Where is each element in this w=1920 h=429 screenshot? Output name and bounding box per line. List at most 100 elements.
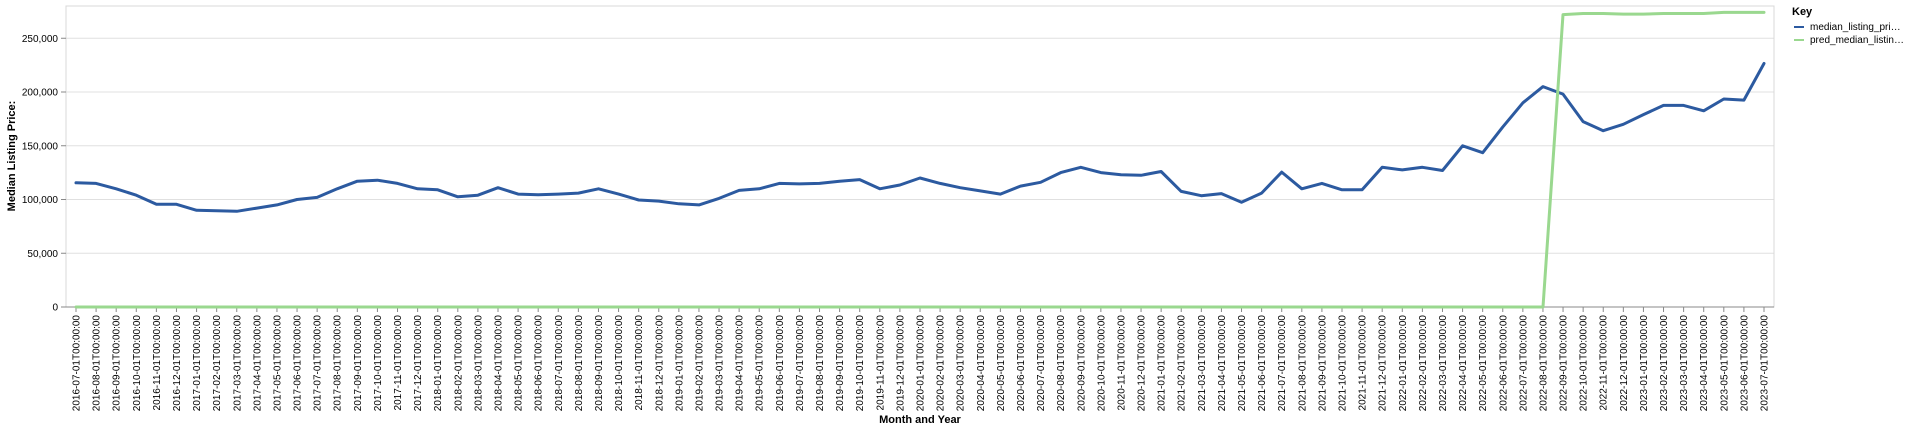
series-line-pred-median-listing-price [74, 10, 1766, 309]
x-tick-label: 2019-06-01T00:00:00 [775, 315, 786, 412]
y-tick-label: 0 [52, 303, 58, 314]
x-tick-label: 2020-09-01T00:00:00 [1076, 315, 1087, 412]
x-tick-label: 2022-03-01T00:00:00 [1438, 315, 1449, 412]
x-tick-label: 2022-04-01T00:00:00 [1458, 315, 1469, 412]
x-tick-label: 2020-12-01T00:00:00 [1137, 315, 1148, 412]
x-tick-label: 2022-01-01T00:00:00 [1398, 315, 1409, 412]
x-tick-label: 2020-07-01T00:00:00 [1036, 315, 1047, 412]
x-tick-label: 2020-11-01T00:00:00 [1116, 315, 1127, 411]
x-axis-title: Month and Year [879, 414, 961, 426]
x-tick-label: 2019-09-01T00:00:00 [835, 315, 846, 412]
x-tick-label: 2017-02-01T00:00:00 [212, 315, 223, 412]
x-tick-label: 2021-02-01T00:00:00 [1177, 315, 1188, 412]
y-tick-label: 250,000 [22, 34, 59, 45]
x-tick-label: 2018-10-01T00:00:00 [614, 315, 625, 412]
y-tick-label: 50,000 [27, 249, 58, 260]
x-tick-label: 2020-02-01T00:00:00 [936, 315, 947, 412]
y-axis: 0 50,000 100,000 150,000 200,000 250,000 [22, 34, 66, 314]
x-tick-label: 2018-09-01T00:00:00 [594, 315, 605, 412]
x-tick-label: 2021-05-01T00:00:00 [1237, 315, 1248, 412]
x-tick-label: 2022-06-01T00:00:00 [1498, 315, 1509, 412]
x-tick-label: 2022-12-01T00:00:00 [1619, 315, 1630, 412]
x-tick-label: 2021-10-01T00:00:00 [1338, 315, 1349, 412]
x-tick-label: 2021-12-01T00:00:00 [1378, 315, 1389, 412]
x-tick-label: 2019-11-01T00:00:00 [875, 315, 886, 411]
x-tick-label: 2016-11-01T00:00:00 [152, 315, 163, 411]
y-tick-label: 100,000 [22, 195, 59, 206]
x-tick-label: 2018-07-01T00:00:00 [554, 315, 565, 412]
x-tick-label: 2018-01-01T00:00:00 [433, 315, 444, 412]
x-axis: 2016-07-01T00:00:00 2016-08-01T00:00:00 20… [66, 306, 1774, 412]
x-tick-label: 2018-12-01T00:00:00 [654, 315, 665, 412]
x-tick-label: 2018-05-01T00:00:00 [514, 315, 525, 412]
x-tick-label: 2020-03-01T00:00:00 [956, 315, 967, 412]
x-tick-label: 2019-02-01T00:00:00 [694, 315, 705, 412]
x-tick-label: 2023-05-01T00:00:00 [1719, 315, 1730, 412]
x-tick-label: 2023-07-01T00:00:00 [1760, 315, 1771, 412]
x-tick-label: 2017-10-01T00:00:00 [373, 315, 384, 412]
x-tick-label: 2017-03-01T00:00:00 [232, 315, 243, 412]
x-tick-label: 2021-06-01T00:00:00 [1257, 315, 1268, 412]
x-tick-label: 2022-02-01T00:00:00 [1418, 315, 1429, 412]
x-tick-label: 2017-11-01T00:00:00 [393, 315, 404, 411]
series-lines [74, 10, 1766, 309]
x-tick-label: 2018-08-01T00:00:00 [574, 315, 585, 412]
x-tick-label: 2023-04-01T00:00:00 [1699, 315, 1710, 412]
x-tick-label: 2020-10-01T00:00:00 [1096, 315, 1107, 412]
x-tick-label: 2020-06-01T00:00:00 [1016, 315, 1027, 412]
x-tick-label: 2017-06-01T00:00:00 [293, 315, 304, 412]
x-tick-label: 2020-01-01T00:00:00 [916, 315, 927, 412]
x-tick-label: 2017-04-01T00:00:00 [252, 315, 263, 412]
x-tick-label: 2017-01-01T00:00:00 [192, 315, 203, 412]
x-tick-label: 2019-12-01T00:00:00 [895, 315, 906, 412]
x-tick-label: 2019-05-01T00:00:00 [755, 315, 766, 412]
x-tick-label: 2021-01-01T00:00:00 [1157, 315, 1168, 412]
x-tick-label: 2016-10-01T00:00:00 [132, 315, 143, 412]
x-tick-label: 2022-10-01T00:00:00 [1579, 315, 1590, 412]
x-tick-label: 2018-04-01T00:00:00 [494, 315, 505, 412]
x-tick-label: 2021-09-01T00:00:00 [1317, 315, 1328, 412]
x-tick-label: 2022-11-01T00:00:00 [1599, 315, 1610, 411]
x-tick-label: 2019-10-01T00:00:00 [855, 315, 866, 412]
x-tick-label: 2021-03-01T00:00:00 [1197, 315, 1208, 412]
x-tick-label: 2016-08-01T00:00:00 [92, 315, 103, 412]
x-tick-label: 2022-05-01T00:00:00 [1478, 315, 1489, 412]
plot-frame [65, 5, 1775, 308]
x-tick-label: 2021-04-01T00:00:00 [1217, 315, 1228, 412]
x-tick-label: 2020-04-01T00:00:00 [976, 315, 987, 412]
x-tick-label: 2019-03-01T00:00:00 [715, 315, 726, 412]
legend-label-median: median_listing_pri… [1810, 22, 1901, 33]
x-tick-label: 2017-07-01T00:00:00 [313, 315, 324, 412]
y-axis-title: Median Listing Price: [6, 101, 18, 212]
x-tick-label: 2017-05-01T00:00:00 [272, 315, 283, 412]
x-tick-label: 2020-05-01T00:00:00 [996, 315, 1007, 412]
x-tick-label: 2018-11-01T00:00:00 [634, 315, 645, 411]
grid-lines [66, 37, 1774, 308]
x-tick-label: 2018-02-01T00:00:00 [453, 315, 464, 412]
x-tick-label: 2022-09-01T00:00:00 [1559, 315, 1570, 412]
x-tick-label: 2017-09-01T00:00:00 [353, 315, 364, 412]
x-tick-label: 2017-12-01T00:00:00 [413, 315, 424, 412]
legend: Key median_listing_pri… pred_median_list… [1792, 6, 1904, 46]
x-tick-label: 2019-01-01T00:00:00 [674, 315, 685, 412]
x-tick-label: 2021-11-01T00:00:00 [1358, 315, 1369, 411]
x-tick-label: 2023-02-01T00:00:00 [1659, 315, 1670, 412]
x-tick-label: 2022-07-01T00:00:00 [1518, 315, 1529, 412]
x-tick-label: 2023-01-01T00:00:00 [1639, 315, 1650, 412]
y-tick-label: 150,000 [22, 141, 59, 152]
x-tick-label: 2016-07-01T00:00:00 [72, 315, 83, 412]
y-tick-label: 200,000 [22, 88, 59, 99]
x-tick-label: 2018-06-01T00:00:00 [534, 315, 545, 412]
legend-title: Key [1792, 6, 1813, 18]
x-tick-label: 2019-08-01T00:00:00 [815, 315, 826, 412]
x-tick-label: 2023-03-01T00:00:00 [1679, 315, 1690, 412]
x-tick-label: 2023-06-01T00:00:00 [1739, 315, 1750, 412]
series-line-median-listing-price [74, 62, 1766, 213]
x-tick-label: 2021-07-01T00:00:00 [1277, 315, 1288, 412]
x-tick-label: 2022-08-01T00:00:00 [1538, 315, 1549, 412]
x-tick-label: 2019-04-01T00:00:00 [735, 315, 746, 412]
legend-label-pred: pred_median_listin… [1810, 35, 1904, 46]
x-tick-label: 2019-07-01T00:00:00 [795, 315, 806, 412]
x-tick-label: 2020-08-01T00:00:00 [1056, 315, 1067, 412]
